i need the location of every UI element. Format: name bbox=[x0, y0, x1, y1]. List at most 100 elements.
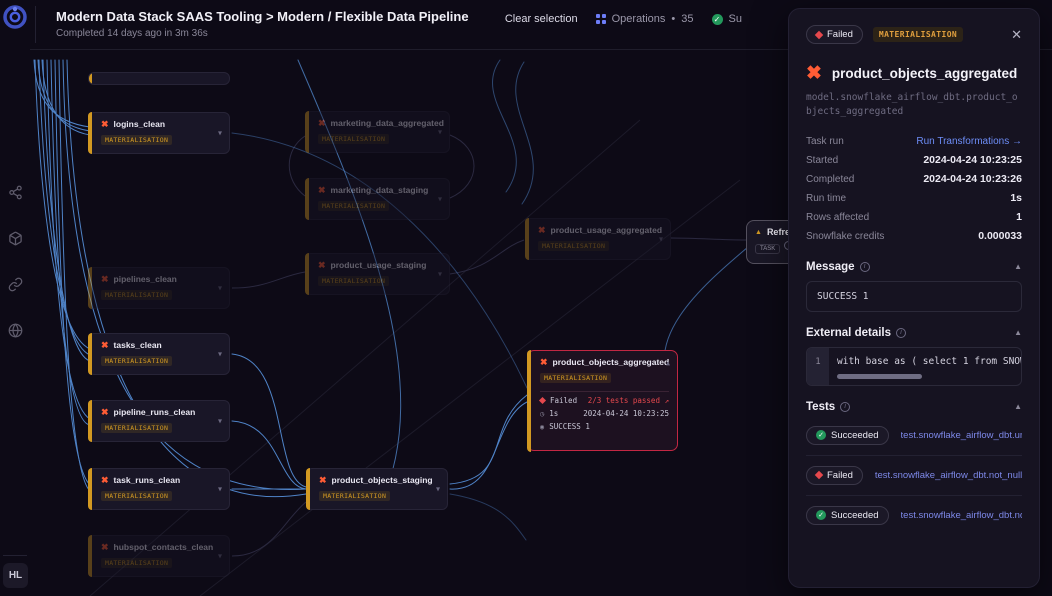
timestamp-text: 2024-04-24 10:23:25 bbox=[583, 409, 669, 418]
pipeline-node[interactable]: ✖ pipeline_runs_clean MATERIALISATION ▾ bbox=[88, 400, 230, 442]
chevron-down-icon[interactable]: ▾ bbox=[658, 234, 663, 244]
globe-icon[interactable] bbox=[8, 323, 23, 343]
task-run-link[interactable]: Run Transformations → bbox=[916, 135, 1022, 147]
status-pill-failed: Failed bbox=[806, 465, 863, 485]
property-row: Completed 2024-04-24 10:23:26 bbox=[806, 173, 1022, 185]
chevron-down-icon[interactable]: ▾ bbox=[217, 283, 222, 293]
app-logo-icon[interactable] bbox=[2, 4, 28, 35]
dbt-icon: ✖ bbox=[101, 474, 109, 485]
cube-icon[interactable] bbox=[8, 231, 23, 251]
grid-icon bbox=[595, 14, 606, 24]
chevron-down-icon[interactable]: ▾ bbox=[217, 551, 222, 561]
pipeline-node[interactable]: ✖ product_objects_staging MATERIALISATIO… bbox=[306, 468, 448, 510]
node-label: tasks_clean bbox=[113, 340, 162, 350]
dbt-icon: ✖ bbox=[101, 118, 109, 129]
clear-selection-button[interactable]: Clear selection bbox=[504, 13, 578, 25]
nav-sidebar: HL bbox=[0, 0, 30, 596]
header-divider bbox=[35, 6, 36, 43]
sidebar-divider bbox=[3, 555, 27, 556]
external-details-section: External details i ▲ 1 with base as ( se… bbox=[806, 327, 1022, 386]
status-pill-succeeded: ✓ Succeeded bbox=[806, 425, 889, 445]
node-type-badge: MATERIALISATION bbox=[101, 356, 173, 366]
chevron-down-icon[interactable]: ▾ bbox=[217, 128, 222, 138]
warning-triangle-icon: ▲ bbox=[755, 228, 762, 236]
operations-counter: Operations • 35 bbox=[595, 13, 694, 25]
collapse-icon[interactable]: ▲ bbox=[1014, 262, 1022, 271]
pipeline-node[interactable]: ✖ logins_clean MATERIALISATION ▾ bbox=[88, 112, 230, 154]
code-line: with base as ( select 1 from SNOWFLAKE bbox=[837, 355, 1021, 367]
dbt-icon: ✖ bbox=[540, 356, 548, 367]
properties-list: Task run Run Transformations → Started 2… bbox=[806, 132, 1022, 246]
info-icon[interactable]: i bbox=[840, 401, 851, 412]
property-row: Run time 1s bbox=[806, 192, 1022, 204]
node-status-strip bbox=[305, 178, 309, 220]
node-type-badge: MATERIALISATION bbox=[101, 290, 173, 300]
pipeline-node[interactable]: ✖ product_usage_aggregated MATERIALISATI… bbox=[525, 218, 671, 260]
pipeline-node[interactable]: ✖ marketing_data_staging MATERIALISATION… bbox=[305, 178, 450, 220]
chevron-down-icon[interactable]: ▾ bbox=[217, 484, 222, 494]
horizontal-scrollbar[interactable] bbox=[837, 373, 922, 379]
chevron-down-icon[interactable]: ▾ bbox=[435, 484, 440, 494]
node-type-badge: MATERIALISATION bbox=[101, 558, 173, 568]
node-label: marketing_data_staging bbox=[330, 185, 429, 195]
chevron-down-icon[interactable]: ▾ bbox=[437, 127, 442, 137]
dbt-icon: ✖ bbox=[318, 117, 326, 128]
dbt-icon: ✖ bbox=[318, 184, 326, 195]
dbt-icon: ✖ bbox=[101, 339, 109, 350]
clock-icon: ◷ bbox=[540, 409, 545, 418]
node-divider bbox=[540, 391, 669, 392]
collapse-icon[interactable]: ▲ bbox=[1014, 402, 1022, 411]
tests-section: Tests i ▲ ✓ Succeeded test.snowflake_air… bbox=[806, 401, 1022, 535]
pipeline-node[interactable]: ✖ marketing_data_aggregated MATERIALISAT… bbox=[305, 111, 450, 153]
node-type-badge: MATERIALISATION bbox=[318, 276, 390, 286]
check-circle-icon: ✓ bbox=[816, 510, 826, 520]
tests-summary-link[interactable]: 2/3 tests passed ↗ bbox=[587, 396, 669, 405]
node-type-badge: MATERIALISATION bbox=[101, 491, 173, 501]
pipeline-node[interactable]: ✖ product_usage_staging MATERIALISATION … bbox=[305, 253, 450, 295]
pipeline-node-partial[interactable] bbox=[88, 72, 230, 85]
node-label: product_usage_aggregated bbox=[550, 225, 663, 235]
test-row: ✓ Succeeded test.snowflake_airflow_dbt.n… bbox=[806, 494, 1022, 535]
task-type-badge: TASK bbox=[755, 244, 781, 254]
model-path: model.snowflake_airflow_dbt.product_obje… bbox=[806, 92, 1018, 118]
pipeline-node[interactable]: ✖ hubspot_contacts_clean MATERIALISATION… bbox=[88, 535, 230, 577]
failed-diamond-icon bbox=[538, 396, 547, 405]
node-label: product_usage_staging bbox=[330, 260, 427, 270]
close-icon[interactable]: ✕ bbox=[1011, 26, 1022, 42]
selected-pipeline-node[interactable]: ✖ product_objects_aggregated ▴ MATERIALI… bbox=[526, 349, 678, 452]
node-type-badge: MATERIALISATION bbox=[318, 201, 390, 211]
node-label: pipeline_runs_clean bbox=[113, 407, 196, 417]
message-section: Message i ▲ SUCCESS 1 bbox=[806, 261, 1022, 312]
test-link[interactable]: test.snowflake_airflow_dbt.not_null_pr bbox=[874, 469, 1022, 481]
materialisation-badge: MATERIALISATION bbox=[872, 27, 964, 42]
chevron-up-icon[interactable]: ▴ bbox=[665, 358, 670, 368]
node-label: Refre bbox=[766, 227, 790, 237]
node-status-strip bbox=[88, 468, 92, 510]
node-type-badge: MATERIALISATION bbox=[319, 491, 391, 501]
pipeline-node[interactable]: ✖ pipelines_clean MATERIALISATION ▾ bbox=[88, 267, 230, 309]
node-status-strip bbox=[306, 468, 310, 510]
details-panel: Failed MATERIALISATION ✕ ✖ product_objec… bbox=[788, 8, 1040, 588]
link-icon[interactable] bbox=[8, 277, 23, 297]
chevron-down-icon[interactable]: ▾ bbox=[437, 269, 442, 279]
status-pill-succeeded: ✓ Succeeded bbox=[806, 505, 889, 525]
check-circle-icon: ✓ bbox=[711, 13, 723, 25]
test-row: Failed test.snowflake_airflow_dbt.not_nu… bbox=[806, 454, 1022, 495]
chevron-down-icon[interactable]: ▾ bbox=[217, 349, 222, 359]
test-link[interactable]: test.snowflake_airflow_dbt.not_null_pr bbox=[900, 509, 1022, 521]
node-label: marketing_data_aggregated bbox=[330, 118, 444, 128]
collapse-icon[interactable]: ▲ bbox=[1014, 328, 1022, 337]
info-icon[interactable]: i bbox=[859, 261, 870, 272]
pipeline-graph-icon[interactable] bbox=[8, 185, 23, 205]
pipeline-node[interactable]: ✖ task_runs_clean MATERIALISATION ▾ bbox=[88, 468, 230, 510]
pipeline-node[interactable]: ✖ tasks_clean MATERIALISATION ▾ bbox=[88, 333, 230, 375]
test-link[interactable]: test.snowflake_airflow_dbt.unique_pro bbox=[900, 429, 1022, 441]
info-icon[interactable]: i bbox=[896, 327, 907, 338]
chevron-down-icon[interactable]: ▾ bbox=[437, 194, 442, 204]
breadcrumb: Modern Data Stack SAAS Tooling > Modern … bbox=[56, 9, 469, 24]
line-number: 1 bbox=[807, 347, 829, 385]
node-status-strip bbox=[526, 349, 531, 452]
chevron-down-icon[interactable]: ▾ bbox=[217, 416, 222, 426]
user-avatar[interactable]: HL bbox=[3, 563, 28, 588]
failed-diamond-icon bbox=[814, 30, 824, 39]
